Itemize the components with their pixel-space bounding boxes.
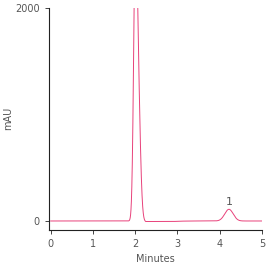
X-axis label: Minutes: Minutes <box>136 254 175 264</box>
Y-axis label: mAU: mAU <box>4 107 14 130</box>
Text: 1: 1 <box>226 197 233 207</box>
